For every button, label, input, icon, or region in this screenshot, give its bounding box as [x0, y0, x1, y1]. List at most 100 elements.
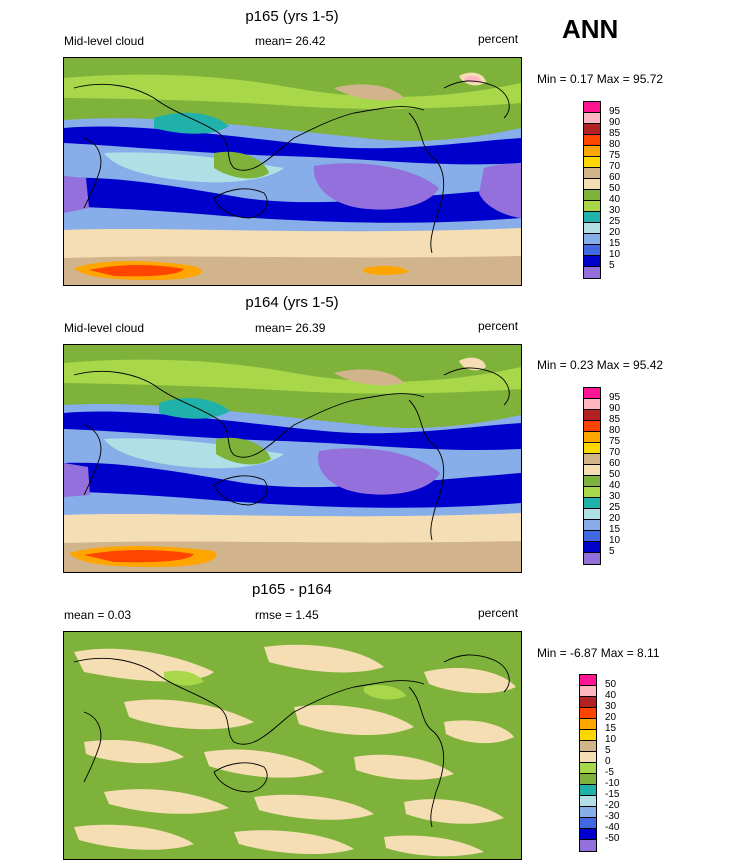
- colorbar-swatch: [584, 553, 600, 564]
- colorbar-swatch: [584, 256, 600, 267]
- colorbar-swatch: [584, 234, 600, 245]
- colorbar-swatch: [580, 763, 596, 774]
- colorbar-label: 40: [609, 194, 621, 205]
- colorbar-label: -20: [605, 800, 620, 811]
- panel-3-rmse: rmse = 1.45: [255, 608, 319, 622]
- colorbar-swatch: [580, 741, 596, 752]
- panel-1-mean: mean= 26.42: [255, 34, 326, 48]
- colorbar-label: 85: [609, 128, 621, 139]
- colorbar-swatch: [584, 223, 600, 234]
- panel-2-minmax: Min = 0.23 Max = 95.42: [537, 358, 664, 372]
- colorbar-swatch: [580, 697, 596, 708]
- colorbar-label: 50: [609, 469, 621, 480]
- panel-2-title: p164 (yrs 1-5): [245, 294, 339, 311]
- panel-1-field-label: Mid-level cloud: [64, 34, 145, 48]
- colorbar-label: 60: [609, 458, 621, 469]
- colorbar-swatch: [580, 708, 596, 719]
- colorbar-swatch: [584, 465, 600, 476]
- colorbar-label: 25: [609, 216, 621, 227]
- colorbar-label: 80: [609, 139, 621, 150]
- colorbar-label: 15: [609, 524, 621, 535]
- colorbar-swatch: [584, 124, 600, 135]
- colorbar-swatch: [584, 179, 600, 190]
- colorbar-label: 5: [609, 260, 615, 271]
- colorbar-swatch: [584, 454, 600, 465]
- panel-1-colorbar: [583, 101, 601, 279]
- colorbar-swatch: [584, 212, 600, 223]
- colorbar-label: 95: [609, 106, 621, 117]
- colorbar-label: 25: [609, 502, 621, 513]
- colorbar-swatch: [584, 531, 600, 542]
- colorbar-label: 75: [609, 436, 621, 447]
- colorbar-label: 90: [609, 403, 621, 414]
- colorbar-label: 50: [609, 183, 621, 194]
- panel-3-title: p165 - p164: [251, 581, 333, 598]
- panel-3-mean: mean = 0.03: [64, 608, 132, 622]
- colorbar-swatch: [584, 498, 600, 509]
- colorbar-label: 5: [609, 546, 615, 557]
- panel-1-map: [63, 57, 522, 286]
- colorbar-swatch: [580, 829, 596, 840]
- colorbar-swatch: [580, 796, 596, 807]
- colorbar-swatch: [584, 102, 600, 113]
- colorbar-label: -50: [605, 833, 620, 844]
- colorbar-swatch: [580, 807, 596, 818]
- colorbar-swatch: [584, 487, 600, 498]
- colorbar-label: 40: [609, 480, 621, 491]
- colorbar-swatch: [584, 509, 600, 520]
- colorbar-label: 20: [605, 712, 617, 723]
- colorbar-swatch: [584, 476, 600, 487]
- panel-3-minmax: Min = -6.87 Max = 8.11: [537, 646, 660, 660]
- colorbar-swatch: [584, 168, 600, 179]
- colorbar-swatch: [584, 421, 600, 432]
- panel-2-units: percent: [478, 319, 519, 333]
- colorbar-swatch: [584, 399, 600, 410]
- colorbar-label: 70: [609, 161, 621, 172]
- panel-2-colorbar: [583, 387, 601, 565]
- colorbar-swatch: [580, 818, 596, 829]
- panel-2-field-label: Mid-level cloud: [64, 321, 145, 335]
- colorbar-label: 85: [609, 414, 621, 425]
- panel-3-map: [63, 631, 522, 860]
- colorbar-swatch: [584, 520, 600, 531]
- colorbar-swatch: [580, 785, 596, 796]
- colorbar-label: 50: [605, 679, 617, 690]
- colorbar-swatch: [584, 201, 600, 212]
- colorbar-swatch: [584, 388, 600, 399]
- panel-2-map: [63, 344, 522, 573]
- colorbar-label: -10: [605, 778, 620, 789]
- colorbar-swatch: [584, 135, 600, 146]
- colorbar-label: 5: [605, 745, 611, 756]
- colorbar-label: -15: [605, 789, 620, 800]
- colorbar-label: 90: [609, 117, 621, 128]
- colorbar-swatch: [580, 774, 596, 785]
- colorbar-swatch: [580, 675, 596, 686]
- panel-2-mean: mean= 26.39: [255, 321, 326, 335]
- colorbar-swatch: [584, 190, 600, 201]
- colorbar-label: 80: [609, 425, 621, 436]
- colorbar-swatch: [584, 245, 600, 256]
- colorbar-label: 30: [605, 701, 617, 712]
- colorbar-label: 75: [609, 150, 621, 161]
- colorbar-label: 70: [609, 447, 621, 458]
- colorbar-swatch: [580, 752, 596, 763]
- panel-3-colorbar: [579, 674, 597, 852]
- colorbar-label: 15: [605, 723, 617, 734]
- colorbar-label: 10: [605, 734, 617, 745]
- colorbar-label: 30: [609, 205, 621, 216]
- colorbar-label: 60: [609, 172, 621, 183]
- colorbar-label: 0: [605, 756, 611, 767]
- colorbar-label: 20: [609, 513, 621, 524]
- panel-3-units: percent: [478, 606, 519, 620]
- colorbar-label: 40: [605, 690, 617, 701]
- colorbar-label: 10: [609, 249, 621, 260]
- colorbar-label: 15: [609, 238, 621, 249]
- colorbar-swatch: [584, 267, 600, 278]
- colorbar-swatch: [584, 432, 600, 443]
- colorbar-swatch: [584, 113, 600, 124]
- colorbar-swatch: [580, 686, 596, 697]
- colorbar-label: -30: [605, 811, 620, 822]
- colorbar-swatch: [584, 542, 600, 553]
- colorbar-label: -5: [605, 767, 614, 778]
- colorbar-swatch: [580, 730, 596, 741]
